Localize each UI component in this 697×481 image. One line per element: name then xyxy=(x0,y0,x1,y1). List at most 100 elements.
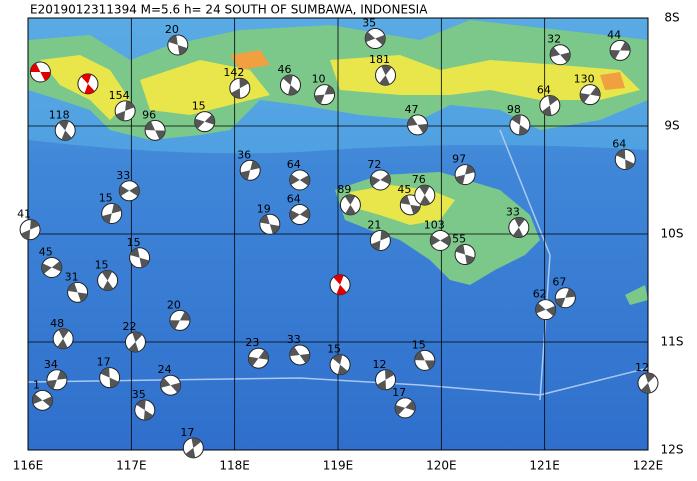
title: E2019012311394 M=5.6 h= 24 SOUTH OF SUMB… xyxy=(30,3,428,17)
beachball-quadrant xyxy=(155,130,166,140)
focal-mechanism xyxy=(279,74,301,96)
focal-mechanism xyxy=(114,100,136,122)
focal-mechanism xyxy=(194,111,216,133)
beachball-quadrant xyxy=(375,34,386,46)
depth-label: 33 xyxy=(506,206,520,219)
beachball-quadrant xyxy=(625,159,635,170)
focal-mechanism xyxy=(160,374,182,396)
beachball-quadrant xyxy=(248,356,259,367)
beachball-quadrant xyxy=(129,247,140,258)
depth-label: 33 xyxy=(116,169,130,182)
focal-mechanism xyxy=(144,119,166,141)
depth-label: 32 xyxy=(547,33,561,46)
beachball-quadrant xyxy=(259,214,270,225)
beachball-quadrant xyxy=(20,229,31,240)
focal-mechanism xyxy=(407,114,429,136)
beachball-quadrant xyxy=(365,31,376,43)
beachball-quadrant xyxy=(145,121,156,131)
beachball-quadrant xyxy=(204,114,215,125)
beachball-quadrant xyxy=(170,382,181,393)
beachball-quadrant xyxy=(580,92,591,103)
depth-label: 20 xyxy=(167,298,181,311)
beachball-quadrant xyxy=(169,320,180,330)
depth-label: 35 xyxy=(362,17,376,30)
depth-label: 34 xyxy=(44,358,58,371)
beachball-quadrant xyxy=(239,78,249,89)
beachball-quadrant xyxy=(419,195,431,206)
beachball-quadrant xyxy=(282,74,293,85)
depth-label: 15 xyxy=(127,236,141,249)
focal-mechanism xyxy=(31,389,53,411)
beachball-quadrant xyxy=(332,354,343,365)
beachball-quadrant xyxy=(128,342,139,352)
beachball-quadrant xyxy=(616,149,626,160)
focal-mechanism xyxy=(369,169,391,191)
beachball-quadrant xyxy=(337,364,348,375)
depth-label: 103 xyxy=(424,218,445,231)
focal-mechanism xyxy=(637,372,659,394)
depth-label: 15 xyxy=(412,338,426,351)
beachball-quadrant xyxy=(51,261,62,272)
focal-mechanism xyxy=(399,194,421,216)
depth-label: 98 xyxy=(507,103,521,116)
beachball-quadrant xyxy=(41,263,52,274)
focal-mechanism xyxy=(259,213,281,235)
beachball-quadrant xyxy=(314,94,325,104)
focal-mechanism xyxy=(509,114,531,136)
beachball-quadrant xyxy=(136,400,146,411)
depth-label: 130 xyxy=(574,73,595,86)
focal-mechanism xyxy=(375,369,397,391)
depth-label: 46 xyxy=(277,63,291,76)
beachball-quadrant xyxy=(125,100,135,111)
depth-label: 19 xyxy=(257,202,271,215)
beachball-quadrant xyxy=(191,437,202,448)
focal-mechanism xyxy=(169,309,191,331)
depth-label: 47 xyxy=(405,103,419,116)
depth-label: 33 xyxy=(287,333,301,346)
beachball-quadrant xyxy=(30,219,40,230)
lat-tick-label: 12S xyxy=(661,443,684,457)
focal-mechanism xyxy=(54,119,76,141)
beachball-quadrant xyxy=(333,274,344,285)
beachball-quadrant xyxy=(550,47,561,58)
focal-mechanism xyxy=(454,164,476,186)
beachball-quadrant xyxy=(299,353,310,364)
beachball-quadrant xyxy=(455,174,466,185)
beachball-quadrant xyxy=(455,244,466,255)
focal-mechanism xyxy=(508,217,530,239)
beachball-quadrant xyxy=(84,83,95,94)
depth-label: 96 xyxy=(142,108,156,121)
beachball-quadrant xyxy=(380,230,390,241)
focal-mechanism xyxy=(329,354,351,376)
beachball-quadrant xyxy=(465,254,475,265)
beachball-quadrant xyxy=(231,88,241,99)
beachball-quadrant xyxy=(371,240,381,251)
depth-label: 22 xyxy=(122,320,136,333)
beachball-quadrant xyxy=(100,367,110,378)
depth-label: 181 xyxy=(369,53,390,66)
focal-mechanism xyxy=(134,399,156,421)
depth-label: 64 xyxy=(612,137,626,150)
beachball-quadrant xyxy=(380,173,391,185)
beachball-quadrant xyxy=(299,208,310,219)
beachball-quadrant xyxy=(336,284,347,295)
beachball-quadrant xyxy=(344,194,356,205)
depth-label: 17 xyxy=(97,356,111,369)
depth-label: 48 xyxy=(50,317,64,330)
beachball-quadrant xyxy=(109,377,119,388)
focal-mechanism xyxy=(182,437,204,459)
focal-mechanism xyxy=(41,256,63,278)
focal-mechanism xyxy=(414,184,436,206)
depth-label: 45 xyxy=(39,245,53,258)
focal-mechanism xyxy=(375,64,397,86)
lat-tick-label: 11S xyxy=(661,335,684,349)
beachball-quadrant xyxy=(47,379,57,390)
beachball-quadrant xyxy=(77,292,88,302)
beachball-quadrant xyxy=(324,85,335,95)
depth-label: 31 xyxy=(65,270,79,283)
focal-mechanism xyxy=(554,287,576,309)
depth-label: 89 xyxy=(337,183,351,196)
beachball-quadrant xyxy=(385,369,395,380)
beachball-quadrant xyxy=(440,235,451,246)
